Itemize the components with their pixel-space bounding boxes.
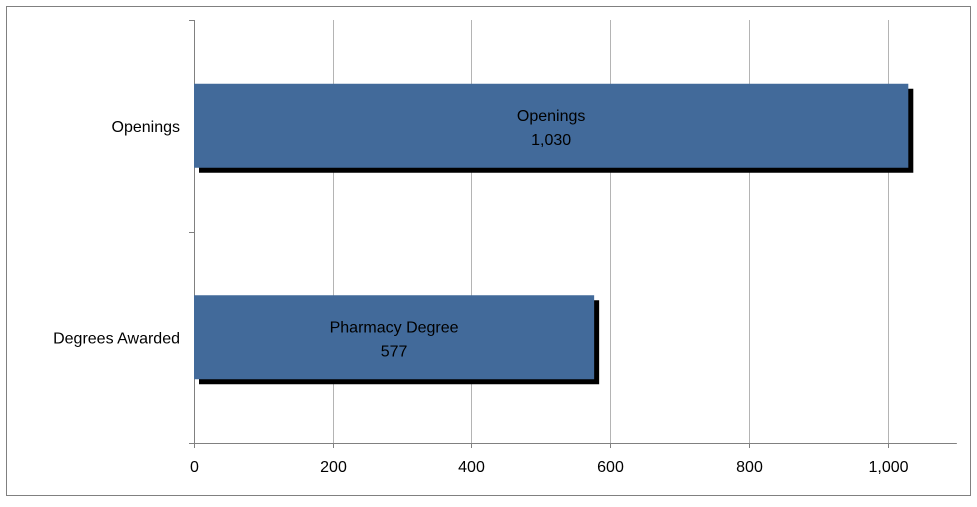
- bar-label-value-0: 1,030: [531, 132, 571, 149]
- x-tick-label-3: 600: [597, 459, 624, 476]
- category-label-0: Openings: [112, 119, 181, 136]
- bar-label-name-0: Openings: [517, 108, 586, 125]
- x-tick-label-4: 800: [736, 459, 763, 476]
- x-tick-label-0: 0: [190, 459, 199, 476]
- x-tick-label-1: 200: [320, 459, 347, 476]
- category-label-1: Degrees Awarded: [53, 330, 180, 347]
- bar-1: [194, 295, 595, 380]
- x-tick-label-2: 400: [458, 459, 485, 476]
- bars: [194, 83, 914, 385]
- bar-label-value-1: 577: [381, 343, 408, 360]
- bar-label-name-1: Pharmacy Degree: [330, 319, 459, 336]
- bar-0: [194, 83, 909, 168]
- labels: Openings Openings 1,030 Degrees Awarded Phar…: [53, 108, 585, 361]
- chart-frame: [6, 6, 971, 496]
- x-tick-label-5: 1,000: [868, 459, 908, 476]
